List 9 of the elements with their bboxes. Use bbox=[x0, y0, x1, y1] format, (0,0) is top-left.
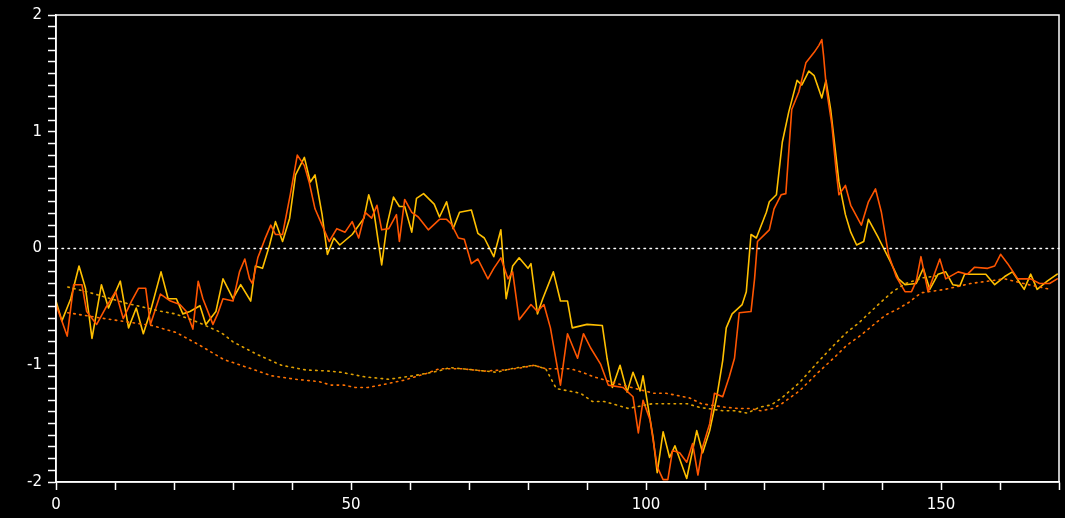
x-tick-label: 150 bbox=[926, 494, 956, 513]
y-tick-label: -1 bbox=[27, 355, 42, 374]
y-tick-label: 1 bbox=[32, 121, 42, 140]
y-tick-label: 2 bbox=[32, 4, 42, 23]
y-tick-label: 0 bbox=[32, 238, 42, 257]
x-tick-label: 100 bbox=[631, 494, 661, 513]
x-tick-label: 0 bbox=[51, 494, 61, 513]
x-tick-label: 50 bbox=[341, 494, 361, 513]
y-tick-label: -2 bbox=[27, 471, 42, 490]
